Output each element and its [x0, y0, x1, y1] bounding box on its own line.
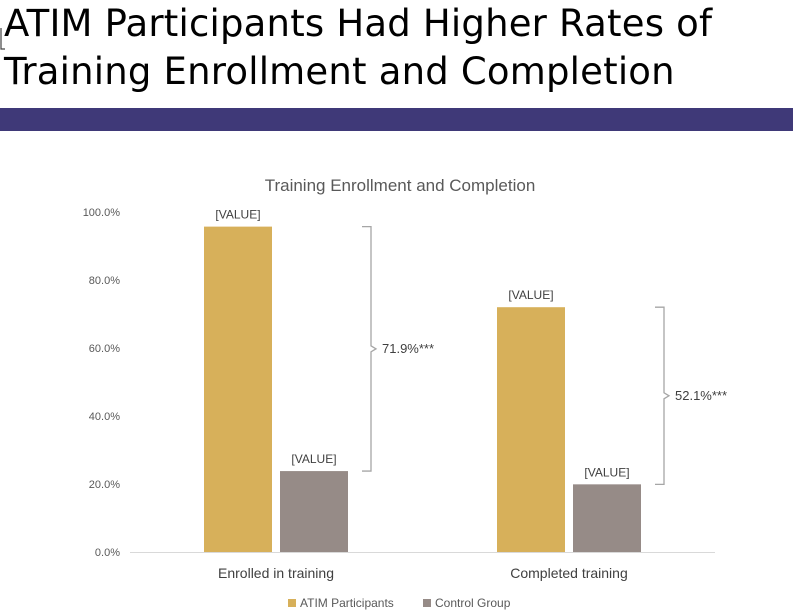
y-tick-label: 40.0%: [89, 411, 120, 423]
chart-title: Training Enrollment and Completion: [265, 176, 536, 195]
y-tick-label: 60.0%: [89, 343, 120, 355]
bar-value-label: [VALUE]: [215, 208, 260, 222]
bar-value-label: [VALUE]: [584, 465, 629, 479]
legend-label: Control Group: [435, 596, 511, 610]
difference-bracket: [362, 225, 378, 472]
bar-chart: Training Enrollment and Completion 0.0% 2…: [83, 176, 727, 610]
difference-bracket: [655, 306, 671, 485]
y-axis: 0.0% 20.0% 40.0% 60.0% 80.0% 100.0%: [83, 207, 121, 559]
bar: [573, 484, 641, 552]
legend-swatch: [423, 599, 431, 607]
bars: [VALUE] [VALUE] [VALUE] [VALUE]: [204, 208, 641, 552]
slide-title-line-2: Training Enrollment and Completion: [4, 50, 675, 93]
difference-label: 71.9%***: [382, 341, 434, 356]
corner-bracket-icon: [0, 28, 5, 50]
slide-title-line-1: ATIM Participants Had Higher Rates of: [4, 2, 713, 45]
y-tick-label: 0.0%: [95, 547, 120, 559]
legend-label: ATIM Participants: [300, 596, 394, 610]
slide-title: ATIM Participants Had Higher Rates of Tr…: [4, 0, 793, 96]
bar-value-label: [VALUE]: [508, 288, 553, 302]
x-category-label: Enrolled in training: [218, 565, 334, 581]
bar: [204, 226, 272, 552]
bar: [497, 307, 565, 552]
x-axis: Enrolled in training Completed training: [130, 552, 715, 581]
title-accent-bar: [0, 108, 793, 131]
x-category-label: Completed training: [510, 565, 628, 581]
legend: ATIM Participants Control Group: [288, 596, 511, 610]
y-tick-label: 80.0%: [89, 275, 120, 287]
difference-brackets: 71.9%*** 52.1%***: [362, 225, 727, 485]
legend-swatch: [288, 599, 296, 607]
difference-label: 52.1%***: [675, 388, 727, 403]
y-tick-label: 100.0%: [83, 207, 121, 219]
y-tick-label: 20.0%: [89, 479, 120, 491]
bar-value-label: [VALUE]: [291, 452, 336, 466]
bar: [280, 471, 348, 552]
